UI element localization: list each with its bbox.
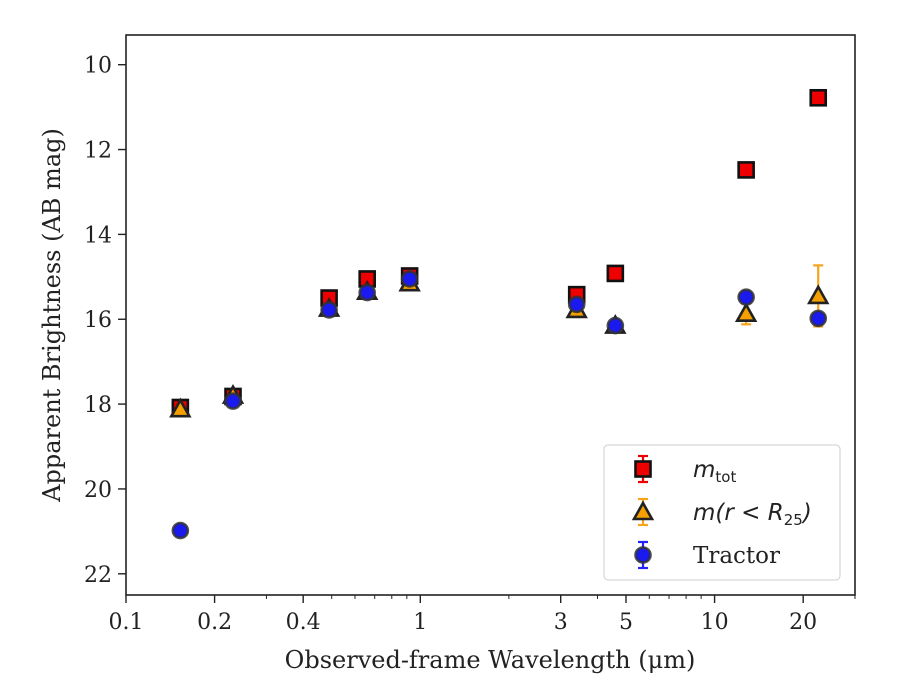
legend-entry: m(r < R25) <box>631 497 812 529</box>
legend-label: Tractor <box>693 543 780 569</box>
y-tick-label: 14 <box>84 223 112 248</box>
tractor-point <box>567 295 586 314</box>
legend-entry: mtot <box>634 454 736 486</box>
legend-box <box>603 444 841 581</box>
tractor-point <box>400 270 419 288</box>
y-axis-label: Apparent Brightness (AB mag) <box>38 128 66 503</box>
tractor-point <box>606 316 625 335</box>
x-tick-label: 5 <box>619 610 633 635</box>
x-tick-label: 0.1 <box>109 610 144 635</box>
tractor-point <box>171 521 190 540</box>
legend-marker-circle <box>634 546 652 564</box>
legend: mtot m(r < R25) Tractor <box>603 444 841 581</box>
series-triangle <box>169 264 830 418</box>
x-tick-label: 3 <box>554 610 568 635</box>
tractor-point <box>809 309 828 328</box>
data-points <box>169 88 830 540</box>
x-tick-label: 0.2 <box>197 610 232 635</box>
tractor-point <box>737 288 755 306</box>
legend-label: m(r < R25) <box>693 500 812 529</box>
mtot-point <box>737 161 755 179</box>
mtot-point <box>809 88 828 107</box>
legend-label: mtot <box>693 457 736 486</box>
series-circle <box>171 270 828 540</box>
mr25-point <box>169 397 192 418</box>
x-axis-label: Observed-frame Wavelength (μm) <box>285 646 696 674</box>
tractor-point <box>224 392 242 410</box>
tractor-point <box>320 301 338 319</box>
mr25-point <box>807 284 830 305</box>
x-axis-ticks: 0.1 0.2 0.4 1 3 5 10 20 <box>109 595 817 635</box>
tractor-point <box>358 283 376 302</box>
mr25-point <box>734 302 758 323</box>
y-axis-ticks: 10 12 14 16 18 20 22 <box>84 54 126 588</box>
series-square <box>171 88 828 417</box>
y-tick-label: 20 <box>84 478 112 503</box>
y-tick-label: 10 <box>84 54 112 79</box>
x-tick-label: 0.4 <box>286 610 321 635</box>
legend-marker-square <box>634 460 652 478</box>
y-tick-label: 18 <box>84 393 112 418</box>
legend-entries: mtot m(r < R25) Tractor <box>631 454 812 570</box>
legend-entry: Tractor <box>634 540 780 570</box>
x-tick-label: 1 <box>413 610 427 635</box>
y-tick-label: 16 <box>84 308 112 333</box>
y-tick-label: 12 <box>84 139 112 164</box>
legend-marker-triangle <box>631 500 655 521</box>
x-tick-label: 10 <box>701 610 729 635</box>
mtot-point <box>606 264 625 283</box>
plot-frame <box>125 34 856 596</box>
y-tick-label: 22 <box>84 563 112 588</box>
x-tick-label: 20 <box>789 610 817 635</box>
